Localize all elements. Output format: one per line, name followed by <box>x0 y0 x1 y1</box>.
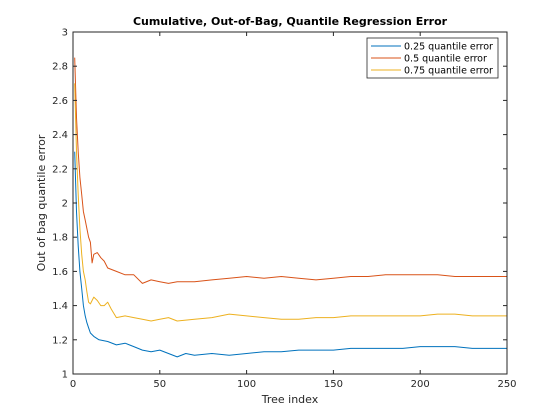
legend-label-3: 0.75 quantile error <box>404 65 493 76</box>
plot-area <box>73 32 507 374</box>
y-tick-label: 1.2 <box>52 335 68 346</box>
y-tick-label: 1.4 <box>52 301 68 312</box>
tick-layer: 0 50 100 150 200 250 1 1.2 1.4 1.6 1.8 2 2.2 2.4 2.6 2.… <box>52 28 516 391</box>
x-tick-label: 150 <box>324 379 343 390</box>
series-layer <box>74 57 507 358</box>
y-tick-label: 2.4 <box>52 130 68 141</box>
series-line-1 <box>74 151 507 358</box>
legend-label-1: 0.25 quantile error <box>404 41 493 52</box>
legend-label-2: 0.5 quantile error <box>404 53 487 64</box>
y-tick-label: 2.6 <box>52 96 68 107</box>
plot-frame <box>72 31 508 375</box>
x-tick-label: 200 <box>411 379 430 390</box>
y-tick-label: 1.8 <box>52 233 68 244</box>
y-tick-label: 2 <box>62 199 68 210</box>
y-tick-label: 1.6 <box>52 267 68 278</box>
y-tick-label: 2.8 <box>52 62 68 73</box>
series-line-3 <box>74 83 507 322</box>
x-tick-label: 0 <box>70 379 76 390</box>
series-line-2 <box>74 57 507 284</box>
y-tick-label: 3 <box>62 28 68 39</box>
y-tick-label: 2.2 <box>52 164 68 175</box>
x-tick-label: 100 <box>237 379 256 390</box>
x-tick-label: 50 <box>153 379 166 390</box>
chart-title: Cumulative, Out-of-Bag, Quantile Regress… <box>133 15 448 28</box>
y-tick-label: 1 <box>62 370 68 381</box>
y-axis-label: Out of bag quantile error <box>35 134 48 271</box>
x-axis-label: Tree index <box>261 393 319 406</box>
x-tick-label: 250 <box>497 379 516 390</box>
